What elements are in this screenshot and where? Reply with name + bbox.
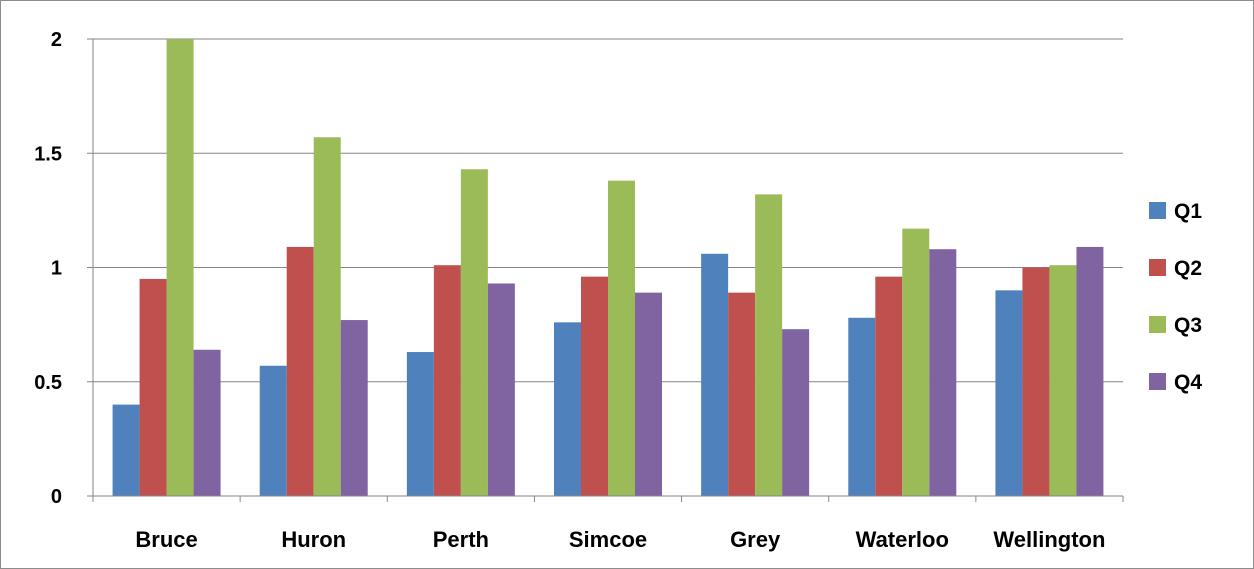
bar-q2-huron	[286, 246, 314, 496]
bar-q2-bruce	[139, 278, 167, 496]
bar-q4-grey	[782, 329, 810, 496]
bar-q1-perth	[406, 352, 434, 496]
bar-q3-wellington	[1049, 265, 1077, 496]
legend-swatch-q3	[1149, 316, 1166, 333]
x-category-label: Bruce	[135, 527, 197, 552]
bar-q2-simcoe	[581, 276, 608, 496]
bar-q4-perth	[487, 283, 515, 496]
bar-q1-wellington	[995, 290, 1023, 496]
y-tick-label: 2	[51, 29, 62, 51]
bar-q2-wellington	[1022, 267, 1050, 496]
bars	[112, 39, 1104, 497]
legend-swatch-q2	[1149, 259, 1166, 276]
legend-swatch-q4	[1149, 373, 1166, 390]
legend-label-q3: Q3	[1174, 314, 1202, 337]
legend-swatch-q1	[1149, 202, 1166, 219]
legend-label-q4: Q4	[1174, 371, 1202, 394]
y-tick-label: 0.5	[34, 372, 62, 394]
legend-label-q2: Q2	[1174, 257, 1202, 280]
bar-q3-waterloo	[902, 228, 930, 496]
bar-q3-simcoe	[608, 180, 635, 497]
bar-q1-waterloo	[848, 317, 876, 496]
bar-q3-grey	[755, 194, 783, 496]
bar-q4-waterloo	[929, 249, 957, 496]
bar-q4-huron	[340, 320, 368, 496]
bar-q4-simcoe	[635, 292, 662, 496]
legend-label-q1: Q1	[1174, 200, 1202, 223]
y-tick-label: 0	[51, 486, 62, 508]
bar-q1-simcoe	[554, 322, 581, 496]
bar-q3-perth	[460, 169, 488, 496]
bar-q2-grey	[728, 292, 756, 496]
y-tick-label: 1.5	[34, 143, 62, 165]
bar-q3-huron	[313, 137, 341, 496]
axes: 0 0.5 1 1.5 2 Bruce Huron Perth Simcoe Grey Waterl…	[34, 29, 1124, 552]
x-category-label: Simcoe	[569, 527, 647, 552]
x-category-label: Grey	[730, 527, 781, 552]
bar-q2-waterloo	[875, 276, 903, 496]
bar-q1-bruce	[112, 404, 140, 496]
x-category-label: Wellington	[993, 527, 1105, 552]
y-tick-label: 1	[51, 258, 62, 280]
bar-q3-bruce	[166, 39, 194, 496]
x-category-label: Perth	[433, 527, 489, 552]
bar-q4-wellington	[1076, 246, 1104, 496]
x-category-label: Huron	[281, 527, 346, 552]
bar-q1-huron	[259, 365, 287, 496]
bar-q1-grey	[701, 253, 729, 496]
legend: Q1 Q2 Q3 Q4	[1149, 200, 1202, 394]
bar-q4-bruce	[193, 349, 221, 496]
x-category-label: Waterloo	[856, 527, 949, 552]
bar-q2-perth	[433, 265, 461, 496]
